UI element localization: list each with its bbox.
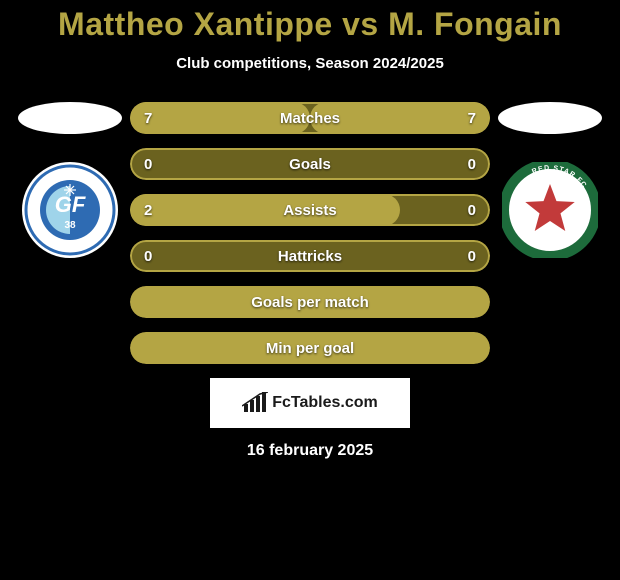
page-subtitle: Club competitions, Season 2024/2025 bbox=[0, 55, 620, 72]
left-player-oval bbox=[18, 102, 122, 134]
watermark-text: FcTables.com bbox=[272, 394, 378, 412]
stat-bar: 00Goals bbox=[130, 148, 490, 180]
stat-bar: 20Assists bbox=[130, 194, 490, 226]
stat-bar: Min per goal bbox=[130, 332, 490, 364]
right-team-crest: RED STAR FC bbox=[502, 162, 598, 258]
left-team-crest: GF 38 bbox=[22, 162, 118, 258]
stat-bar: 00Hattricks bbox=[130, 240, 490, 272]
svg-text:38: 38 bbox=[64, 220, 76, 231]
stat-bars: 77Matches 00Goals 20Assists 00Hattricks Goal… bbox=[130, 102, 490, 364]
watermark-badge: FcTables.com bbox=[210, 378, 410, 428]
stat-bar: 77Matches bbox=[130, 102, 490, 134]
comparison-panel: GF 38 77Matches 00Goals 20Assists 00Hattric… bbox=[0, 102, 620, 364]
chart-icon bbox=[242, 392, 268, 415]
right-side: RED STAR FC bbox=[490, 102, 610, 258]
stat-bar: Goals per match bbox=[130, 286, 490, 318]
page-title: Mattheo Xantippe vs M. Fongain bbox=[0, 0, 620, 43]
date-text: 16 february 2025 bbox=[0, 442, 620, 460]
left-side: GF 38 bbox=[10, 102, 130, 258]
right-player-oval bbox=[498, 102, 602, 134]
